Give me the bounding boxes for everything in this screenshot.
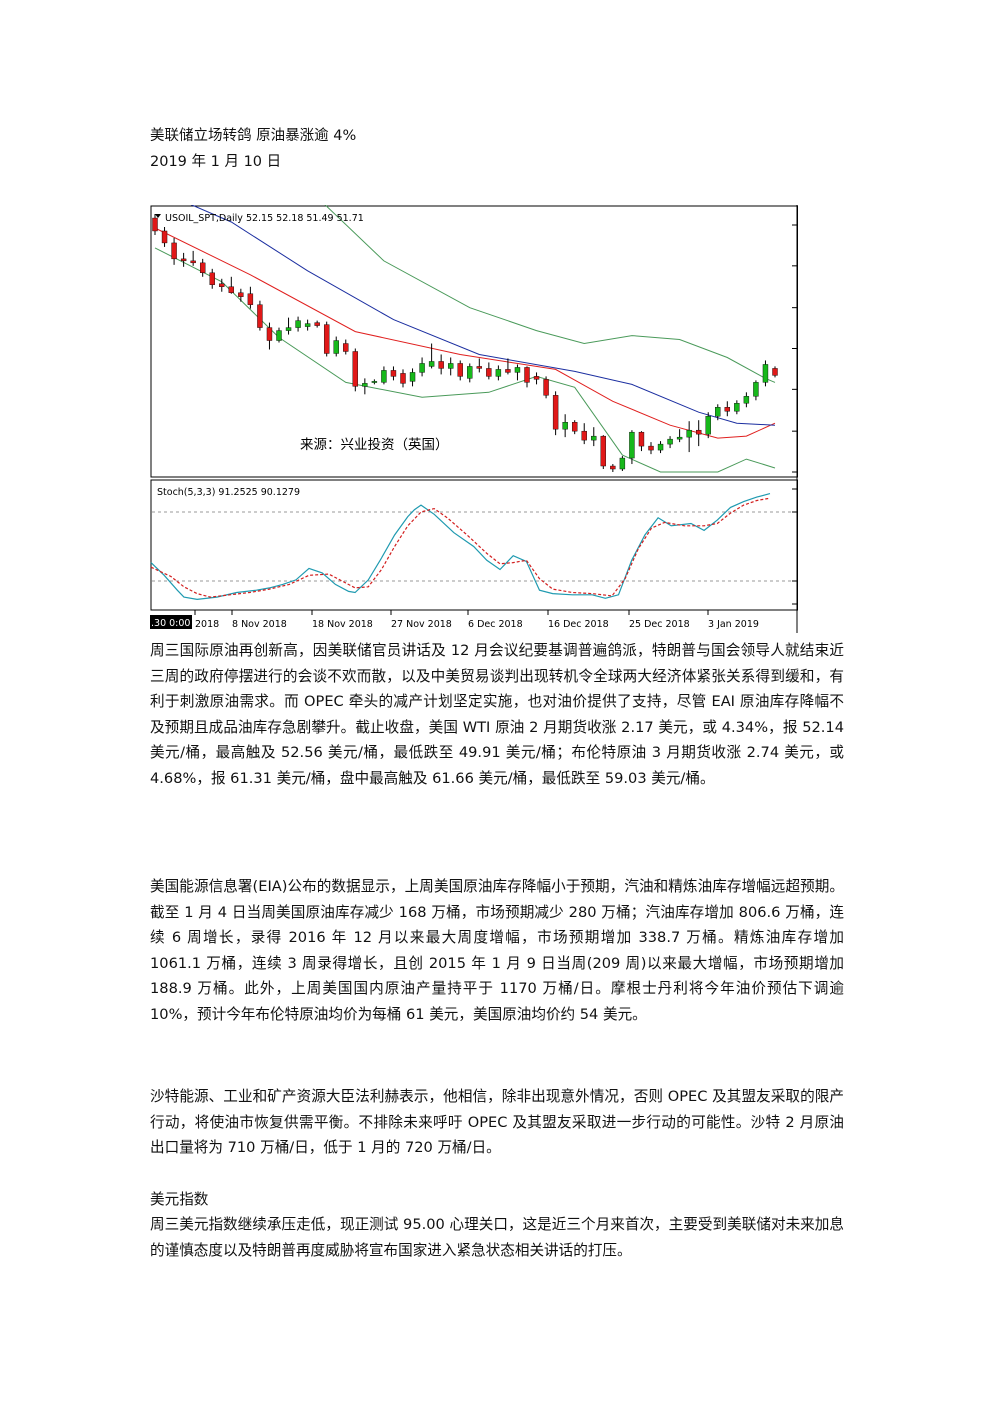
- article-title: 美联储立场转鸽 原油暴涨逾 4%: [150, 128, 357, 144]
- candle-body: [352, 351, 359, 387]
- stoch-label: Stoch(5,3,3) 91.2525 90.1279: [157, 487, 300, 498]
- candle-body: [199, 262, 206, 274]
- candle-body: [591, 435, 597, 441]
- candle-body: [171, 242, 177, 260]
- candle-body: [467, 366, 473, 379]
- candle-body: [571, 422, 578, 432]
- candle-body: [152, 217, 158, 232]
- candle-body: [400, 373, 406, 384]
- x-axis-label: 2018: [195, 619, 219, 630]
- candle-body: [323, 324, 330, 354]
- candle-body: [476, 366, 483, 369]
- candle-body: [219, 283, 225, 287]
- candle-body: [486, 368, 492, 377]
- candle-body: [495, 369, 502, 377]
- candle-body: [562, 422, 568, 430]
- candle-body: [695, 429, 702, 435]
- candle-body: [533, 376, 540, 380]
- candle-body: [409, 372, 416, 382]
- candle-body: [762, 364, 769, 383]
- candle-body: [381, 370, 387, 383]
- candle-body: [676, 436, 683, 440]
- candle-body: [238, 292, 244, 297]
- candle-body: [257, 304, 263, 328]
- candle-body: [581, 430, 587, 441]
- candle-body: [343, 343, 349, 352]
- candle-body: [362, 383, 368, 387]
- price-chart: 66.8062.7058.5054.4050.3046.1042.0051.71…: [150, 205, 798, 633]
- candle-body: [228, 286, 235, 293]
- candle-body: [447, 363, 454, 369]
- article-date: 2019 年 1 月 10 日: [150, 154, 282, 170]
- x-axis-label: 27 Nov 2018: [391, 619, 452, 630]
- candle-body: [266, 327, 273, 341]
- x-axis-label: 8 Nov 2018: [232, 619, 287, 630]
- band-upper-line: [324, 205, 776, 383]
- paragraph-saudi-statement: 沙特能源、工业和矿产资源大臣法利赫表示，他相信，除非出现意外情况，否则 OPEC…: [150, 1088, 844, 1156]
- stoch-pane-frame: [150, 479, 798, 611]
- candle-body: [285, 327, 292, 331]
- candle-body: [743, 396, 750, 404]
- x-axis-label: 25 Dec 2018: [629, 619, 690, 630]
- section-heading-dollar-index: 美元指数: [150, 1191, 209, 1208]
- candle-body: [276, 330, 282, 341]
- candle-body: [295, 320, 301, 328]
- x-axis-label: 18 Nov 2018: [312, 619, 373, 630]
- candle-body: [629, 431, 635, 459]
- candle-body: [505, 369, 511, 373]
- candle-body: [304, 323, 311, 327]
- candle-body: [543, 379, 549, 396]
- candle-body: [610, 465, 616, 470]
- chart-source-label: 来源：兴业投资（英国）: [300, 436, 449, 453]
- candle-body: [657, 443, 664, 451]
- candle-body: [371, 381, 378, 383]
- x-axis-cursor-box: [150, 615, 192, 629]
- candle-body: [648, 445, 654, 451]
- candle-body: [772, 368, 778, 376]
- candle-body: [333, 340, 339, 354]
- paragraph-dollar-index: 周三美元指数继续承压走低，现正测试 95.00 心理关口，这是近三个月来首次，主…: [150, 1216, 844, 1259]
- candle-body: [190, 260, 196, 264]
- candle-body: [552, 395, 559, 430]
- dropdown-triangle-icon: [155, 214, 161, 218]
- candle-body: [438, 361, 444, 369]
- candle-body: [667, 438, 673, 445]
- candle-body: [686, 429, 692, 438]
- candle-body: [600, 435, 607, 467]
- candle-body: [638, 431, 645, 447]
- paragraph-eia-data: 美国能源信息署(EIA)公布的数据显示，上周美国原油库存降幅小于预期，汽油和精炼…: [150, 878, 844, 1023]
- candle-body: [180, 258, 187, 262]
- candle-body: [715, 407, 721, 417]
- candle-body: [734, 403, 740, 412]
- candle-body: [247, 293, 254, 305]
- x-axis-label: 16 Dec 2018: [548, 619, 609, 630]
- chart-symbol-header: USOIL_SPT,Daily 52.15 52.18 51.49 51.71: [165, 213, 364, 224]
- candle-body: [314, 322, 320, 326]
- paragraph-oil-market: 周三国际原油再创新高，因美联储官员讲话及 12 月会议纪要基调普遍鸽派，特朗普与…: [150, 642, 844, 787]
- candle-body: [457, 363, 463, 377]
- ma-fast-line: [154, 227, 776, 439]
- candle-body: [428, 361, 435, 367]
- x-axis-label: .30 0:00: [151, 618, 190, 629]
- x-axis-label: 3 Jan 2019: [708, 619, 759, 630]
- price-pane-frame: [150, 205, 798, 478]
- candle-body: [390, 370, 397, 377]
- candle-body: [724, 407, 731, 412]
- candle-body: [753, 382, 759, 397]
- candle-body: [419, 363, 425, 373]
- candle-body: [524, 367, 530, 383]
- candle-body: [161, 230, 168, 244]
- x-axis-label: 6 Dec 2018: [468, 619, 523, 630]
- candle-body: [514, 367, 521, 373]
- candle-body: [619, 457, 626, 470]
- stoch-d-line: [150, 497, 771, 598]
- candle-body: [705, 416, 711, 435]
- candle-body: [209, 272, 215, 285]
